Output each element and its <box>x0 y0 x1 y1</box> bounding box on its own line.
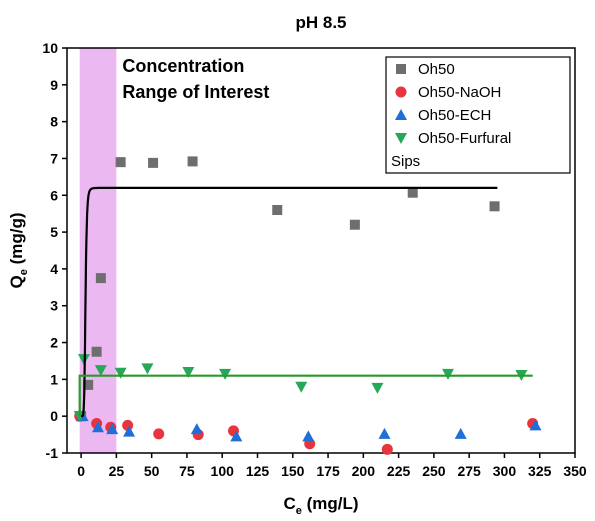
data-point-oh50-ech <box>378 427 391 439</box>
x-tick-label: 350 <box>563 463 587 479</box>
y-axis-title: Qe (mg/g) <box>7 212 30 288</box>
x-tick-label: 0 <box>77 463 85 479</box>
legend-marker <box>395 86 407 98</box>
x-tick-label: 200 <box>352 463 376 479</box>
y-tick-label: 4 <box>50 261 58 277</box>
y-tick-label: 7 <box>50 150 58 166</box>
y-tick-label: 1 <box>50 371 58 387</box>
y-tick-label: 9 <box>50 77 58 93</box>
data-point-oh50 <box>187 156 198 167</box>
data-point-oh50-ech <box>92 421 105 433</box>
data-point-oh50 <box>489 201 500 212</box>
furfural-fit-line <box>78 374 533 417</box>
legend-box <box>385 56 571 174</box>
data-point-oh50-ech <box>302 430 315 442</box>
x-tick-label: 25 <box>109 463 125 479</box>
x-tick-label: 150 <box>281 463 305 479</box>
data-point-oh50-ech <box>106 423 119 435</box>
legend-entry: Oh50 <box>418 61 455 78</box>
data-point-oh50-furfural <box>219 368 232 380</box>
y-tick-label: 8 <box>50 114 58 130</box>
data-point-oh50-furfural <box>94 365 107 377</box>
x-tick-label: 100 <box>211 463 235 479</box>
legend: Oh50 Oh50-NaOH Oh50-ECH Oh50-Furfural Sips <box>385 56 571 174</box>
data-point-oh50-furfural <box>295 381 308 393</box>
x-tick-label: 300 <box>493 463 517 479</box>
legend-marker <box>395 109 407 120</box>
legend-marker <box>396 64 406 74</box>
y-tick-label: 0 <box>50 408 58 424</box>
data-point-oh50-furfural <box>442 368 454 380</box>
legend-entry: Oh50-Furfural <box>418 130 511 147</box>
data-point-oh50-ech <box>529 419 542 431</box>
data-point-oh50-furfural <box>371 382 384 394</box>
data-point-oh50-ech <box>190 423 203 435</box>
data-point-oh50 <box>95 273 106 284</box>
y-tick-label: 6 <box>50 187 58 203</box>
x-axis-title-main: C <box>283 494 295 513</box>
data-point-oh50-furfural <box>114 367 127 379</box>
x-axis-title-unit: (mg/L) <box>302 494 359 513</box>
x-tick-label: 250 <box>422 463 446 479</box>
x-tick-label: 75 <box>179 463 195 479</box>
plot-frame <box>66 47 576 454</box>
y-axis-title-main: Q <box>7 275 26 288</box>
y-axis-title-subscript: e <box>18 269 30 275</box>
x-tick-label: 275 <box>457 463 481 479</box>
x-tick-label: 175 <box>316 463 340 479</box>
legend-entry: Sips <box>391 153 420 170</box>
x-tick-label: 325 <box>528 463 552 479</box>
x-tick-label: 125 <box>246 463 270 479</box>
annotation-line: Range of Interest <box>122 82 269 102</box>
chart-title: pH 8.5 <box>295 13 346 32</box>
annotation-line: Concentration <box>122 56 244 76</box>
y-tick-label: 5 <box>50 224 58 240</box>
x-tick-label: 50 <box>144 463 160 479</box>
x-axis-title: Ce (mg/L) <box>283 494 358 517</box>
sips-fit-line <box>81 186 498 418</box>
data-point-oh50-furfural <box>141 363 154 375</box>
data-point-oh50-naoh <box>381 443 393 455</box>
y-tick-label: 2 <box>50 335 58 351</box>
y-tick-label: 10 <box>42 40 58 56</box>
y-tick-label: -1 <box>46 445 59 461</box>
legend-marker <box>395 133 407 144</box>
data-point-oh50 <box>115 157 126 168</box>
data-point-oh50 <box>148 157 159 168</box>
x-tick-label: 225 <box>387 463 411 479</box>
data-point-oh50 <box>91 346 102 357</box>
legend-entry: Oh50-ECH <box>418 107 491 124</box>
data-point-oh50 <box>83 379 94 390</box>
data-point-oh50-ech <box>230 430 243 442</box>
y-axis-title-unit: (mg/g) <box>7 212 26 269</box>
data-point-oh50-ech <box>454 427 467 439</box>
y-tick-label: 3 <box>50 298 58 314</box>
legend-entry: Oh50-NaOH <box>418 84 501 101</box>
data-point-oh50-naoh <box>153 428 165 440</box>
data-point-oh50 <box>272 205 283 215</box>
data-point-oh50 <box>407 187 418 198</box>
x-axis-title-subscript: e <box>296 505 302 517</box>
data-point-oh50-ech <box>123 425 136 437</box>
data-point-oh50-furfural <box>182 367 195 378</box>
data-point-oh50 <box>349 219 360 230</box>
